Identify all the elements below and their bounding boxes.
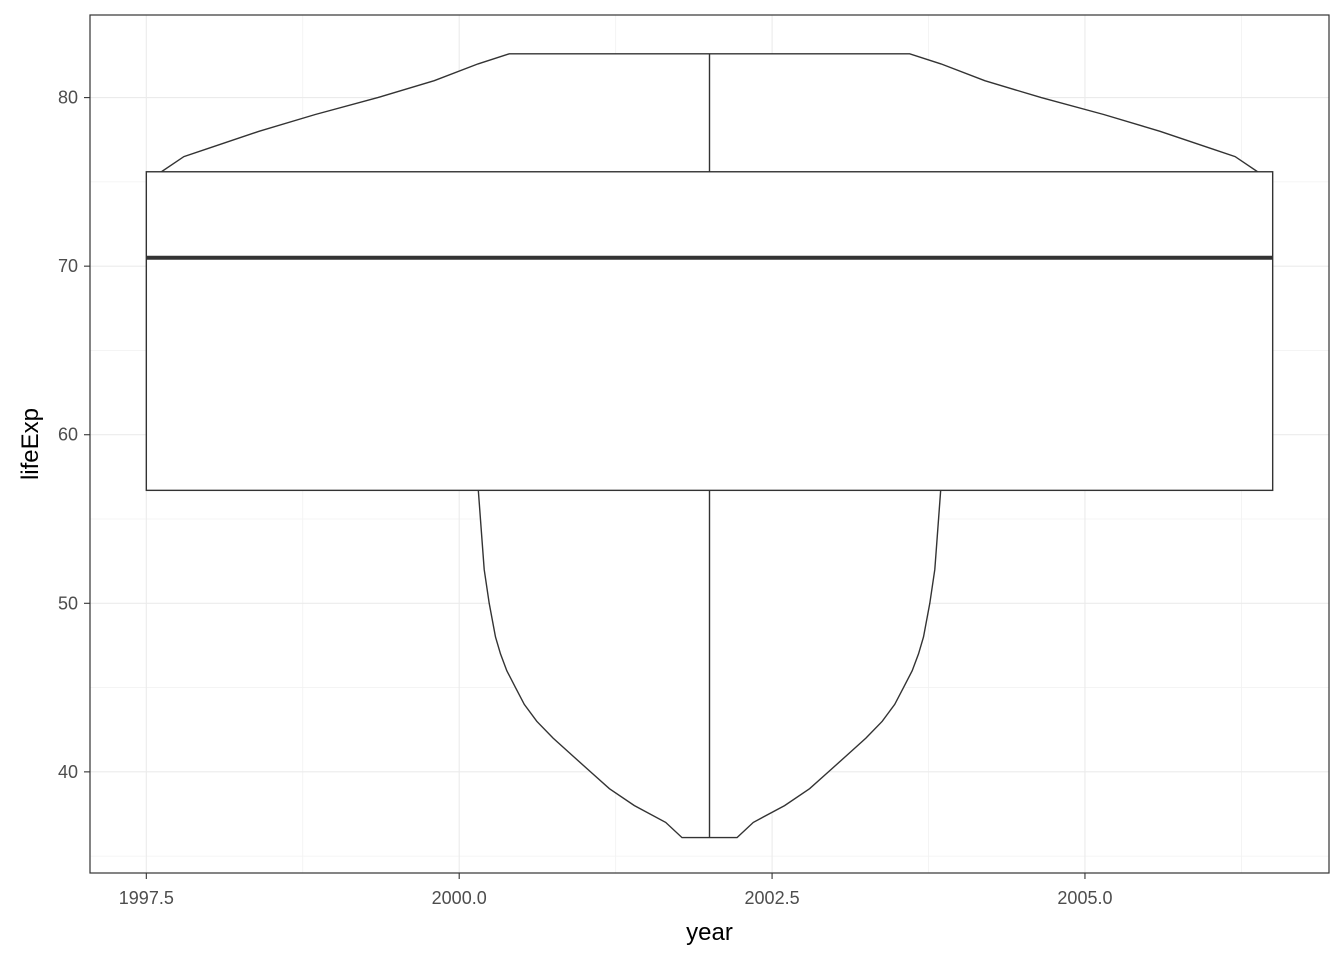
y-tick-label: 40 [58,762,78,782]
x-axis-ticks: 1997.5 2000.0 2002.5 2005.0 [119,873,1112,908]
y-tick-label: 50 [58,593,78,613]
box-iqr [145,171,1274,492]
y-axis-ticks: 40 50 60 70 80 [58,88,90,782]
x-axis-title: year [686,919,733,946]
y-tick-label: 60 [58,425,78,445]
y-tick-label: 70 [58,256,78,276]
plot-panel-border [89,14,1330,874]
x-tick-label: 2000.0 [432,888,487,908]
y-tick-label: 80 [58,88,78,108]
x-tick-label: 2005.0 [1057,888,1112,908]
boxplot-layer [145,53,1274,838]
x-tick-label: 1997.5 [119,888,174,908]
y-axis-title: lifeExp [17,408,44,480]
x-tick-label: 2002.5 [745,888,800,908]
